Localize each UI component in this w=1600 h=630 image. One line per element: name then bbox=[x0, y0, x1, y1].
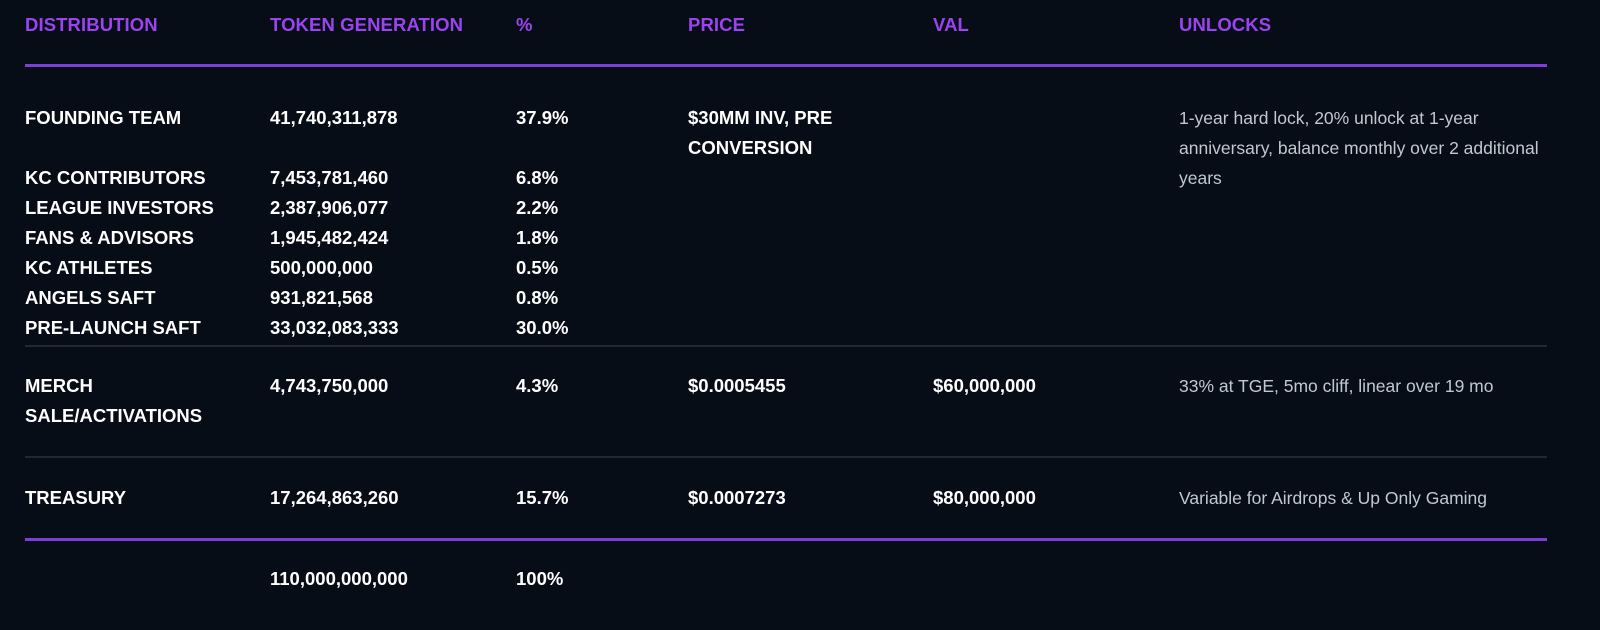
row-divider bbox=[25, 456, 1547, 458]
row-unlocks: Variable for Airdrops & Up Only Gaming bbox=[1179, 488, 1488, 508]
row-price: $0.0007273 bbox=[688, 487, 786, 508]
row-name: ANGELS SAFT bbox=[25, 287, 156, 308]
row-val: $60,000,000 bbox=[933, 375, 1036, 396]
row-name: FOUNDING TEAM bbox=[25, 107, 182, 128]
header-price: PRICE bbox=[688, 14, 746, 35]
row-unlocks: 33% at TGE, 5mo cliff, linear over 19 mo bbox=[1179, 376, 1494, 396]
row-val: $80,000,000 bbox=[933, 487, 1036, 508]
row-percent: 0.5% bbox=[516, 257, 559, 278]
total-tokens: 110,000,000,000 bbox=[270, 568, 408, 589]
row-tokens: 41,740,311,878 bbox=[270, 107, 398, 128]
header-percent: % bbox=[516, 14, 533, 35]
row-tokens: 931,821,568 bbox=[270, 287, 373, 308]
row-price: $0.0005455 bbox=[688, 375, 786, 396]
row-name: FANS & ADVISORS bbox=[25, 227, 194, 248]
row-percent: 1.8% bbox=[516, 227, 559, 248]
row-name: KC ATHLETES bbox=[25, 257, 153, 278]
header-token-generation: TOKEN GENERATION bbox=[270, 14, 464, 35]
header-val: VAL bbox=[933, 14, 969, 35]
row-percent: 30.0% bbox=[516, 317, 569, 338]
row-price: $30MM INV, PRE CONVERSION bbox=[688, 107, 833, 158]
row-name: MERCH SALE/ACTIVATIONS bbox=[25, 375, 203, 426]
row-tokens: 2,387,906,077 bbox=[270, 197, 389, 218]
row-tokens: 33,032,083,333 bbox=[270, 317, 399, 338]
row-tokens: 4,743,750,000 bbox=[270, 375, 389, 396]
header-divider bbox=[25, 64, 1547, 67]
row-divider bbox=[25, 345, 1547, 347]
row-tokens: 17,264,863,260 bbox=[270, 487, 399, 508]
row-unlocks: 1-year hard lock, 20% unlock at 1-year a… bbox=[1179, 108, 1539, 188]
row-percent: 15.7% bbox=[516, 487, 569, 508]
row-name: TREASURY bbox=[25, 487, 127, 508]
row-name: LEAGUE INVESTORS bbox=[25, 197, 214, 218]
total-divider bbox=[25, 538, 1547, 541]
row-percent: 6.8% bbox=[516, 167, 559, 188]
header-distribution: DISTRIBUTION bbox=[25, 14, 158, 35]
total-percent: 100% bbox=[516, 568, 564, 589]
row-percent: 37.9% bbox=[516, 107, 569, 128]
row-percent: 2.2% bbox=[516, 197, 559, 218]
row-percent: 4.3% bbox=[516, 375, 559, 396]
row-percent: 0.8% bbox=[516, 287, 559, 308]
row-tokens: 7,453,781,460 bbox=[270, 167, 389, 188]
row-tokens: 500,000,000 bbox=[270, 257, 373, 278]
header-unlocks: UNLOCKS bbox=[1179, 14, 1272, 35]
row-name: KC CONTRIBUTORS bbox=[25, 167, 206, 188]
row-tokens: 1,945,482,424 bbox=[270, 227, 389, 248]
row-name: PRE-LAUNCH SAFT bbox=[25, 317, 201, 338]
